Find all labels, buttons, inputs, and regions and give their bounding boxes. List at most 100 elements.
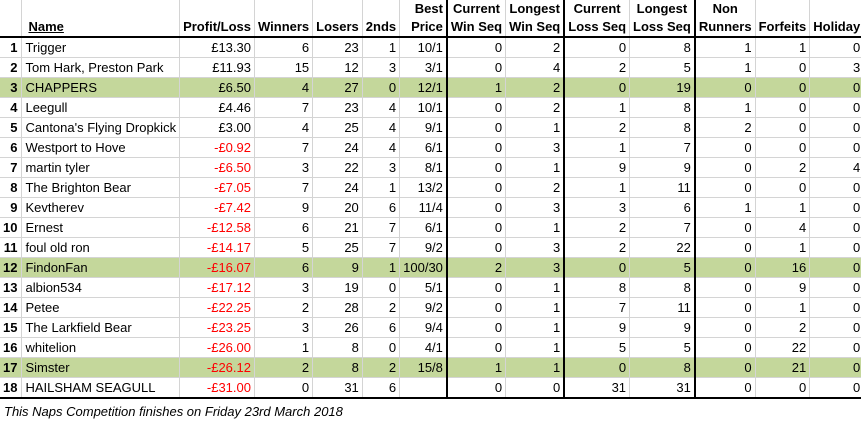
losers-cell: 20 xyxy=(312,197,363,218)
current-win-seq-cell: 1 xyxy=(445,357,507,378)
holiday-header: Holiday xyxy=(809,18,861,38)
best-price-cell: 9/4 xyxy=(399,317,448,338)
best-price-cell: 9/2 xyxy=(399,237,448,258)
seconds-cell: 0 xyxy=(362,77,401,98)
losers-cell: 8 xyxy=(312,357,363,378)
rank-cell: 5 xyxy=(0,117,23,138)
seconds-cell: 7 xyxy=(362,217,401,238)
rank-cell: 18 xyxy=(0,377,23,399)
best-price-cell: 12/1 xyxy=(399,77,448,98)
longest-loss-seq-cell: 8 xyxy=(629,277,696,298)
table-row: 13 albion534 -£17.12 3 19 0 5/1 0 1 8 8 0 9 0 xyxy=(0,277,861,298)
player-name-cell: The Brighton Bear xyxy=(21,177,181,198)
winners-cell: 6 xyxy=(254,257,314,278)
table-row: 7 martin tyler -£6.50 3 22 3 8/1 0 1 9 9 0 2 4 xyxy=(0,157,861,178)
holiday-cell: 0 xyxy=(809,37,861,58)
profit-loss-cell: -£0.92 xyxy=(179,137,255,158)
profit-loss-cell: £6.50 xyxy=(179,77,255,98)
rank-cell: 2 xyxy=(0,57,23,78)
current-loss-seq-cell: 31 xyxy=(564,377,631,399)
seconds-cell: 1 xyxy=(362,37,401,58)
current-win-seq-header-2: Win Seq xyxy=(445,18,507,38)
rank-cell: 3 xyxy=(0,77,23,98)
current-win-seq-cell: 0 xyxy=(445,317,507,338)
longest-loss-seq-cell: 11 xyxy=(629,177,696,198)
longest-loss-seq-cell: 5 xyxy=(629,57,696,78)
winners-cell: 2 xyxy=(254,357,314,378)
forfeits-cell: 2 xyxy=(755,317,811,338)
seconds-cell: 4 xyxy=(362,117,401,138)
forfeits-cell: 0 xyxy=(755,117,811,138)
non-runners-cell: 1 xyxy=(694,197,756,218)
holiday-cell: 3 xyxy=(809,57,861,78)
current-win-seq-cell: 0 xyxy=(445,177,507,198)
player-name-cell: Westport to Hove xyxy=(21,137,181,158)
profit-loss-cell: -£6.50 xyxy=(179,157,255,178)
longest-win-seq-cell: 1 xyxy=(505,157,566,178)
table-row: 14 Petee -£22.25 2 28 2 9/2 0 1 7 11 0 1 0 xyxy=(0,297,861,318)
current-win-seq-cell: 0 xyxy=(445,217,507,238)
table-row: 15 The Larkfield Bear -£23.25 3 26 6 9/4 0 1 9 9 0 2… xyxy=(0,317,861,338)
non-runners-header: Non xyxy=(694,0,756,18)
non-runners-header-2: Runners xyxy=(694,18,756,38)
losers-cell: 22 xyxy=(312,157,363,178)
seconds-cell: 3 xyxy=(362,57,401,78)
current-loss-seq-header-2: Loss Seq xyxy=(564,18,631,38)
losers-header: Losers xyxy=(312,18,363,38)
seconds-cell: 1 xyxy=(362,177,401,198)
winners-cell: 3 xyxy=(254,277,314,298)
rank-cell: 6 xyxy=(0,137,23,158)
table-row: 5 Cantona's Flying Dropkick £3.00 4 25 4 9/1 0 1… xyxy=(0,117,861,138)
seconds-cell: 4 xyxy=(362,137,401,158)
rank-cell: 8 xyxy=(0,177,23,198)
winners-cell: 9 xyxy=(254,197,314,218)
longest-win-seq-cell: 3 xyxy=(505,197,566,218)
rank-cell: 17 xyxy=(0,357,23,378)
seconds-cell: 6 xyxy=(362,377,401,399)
player-name-cell: Tom Hark, Preston Park xyxy=(21,57,181,78)
current-loss-seq-cell: 7 xyxy=(564,297,631,318)
longest-loss-seq-cell: 5 xyxy=(629,337,696,358)
player-name-cell: Petee xyxy=(21,297,181,318)
non-runners-cell: 0 xyxy=(694,157,756,178)
winners-cell: 6 xyxy=(254,37,314,58)
current-win-seq-cell: 0 xyxy=(445,277,507,298)
player-name-cell: Ernest xyxy=(21,217,181,238)
longest-win-seq-cell: 2 xyxy=(505,77,566,98)
winners-cell: 7 xyxy=(254,137,314,158)
best-price-cell: 6/1 xyxy=(399,137,448,158)
player-name-cell: Leegull xyxy=(21,97,181,118)
current-win-seq-cell: 0 xyxy=(445,197,507,218)
table-row: 9 Kevtherev -£7.42 9 20 6 11/4 0 3 3 6 1 1 0 xyxy=(0,197,861,218)
longest-loss-seq-cell: 22 xyxy=(629,237,696,258)
losers-cell: 24 xyxy=(312,137,363,158)
forfeits-cell: 0 xyxy=(755,77,811,98)
competition-footer-note: This Naps Competition finishes on Friday… xyxy=(4,404,343,419)
losers-cell: 26 xyxy=(312,317,363,338)
current-loss-seq-header: Current xyxy=(564,0,631,18)
longest-win-seq-cell: 1 xyxy=(505,277,566,298)
longest-loss-seq-cell: 9 xyxy=(629,157,696,178)
best-price-cell: 10/1 xyxy=(399,37,448,58)
rank-cell: 4 xyxy=(0,97,23,118)
holiday-cell: 0 xyxy=(809,257,861,278)
best-price-cell: 5/1 xyxy=(399,277,448,298)
current-loss-seq-cell: 2 xyxy=(564,117,631,138)
longest-loss-seq-cell: 31 xyxy=(629,377,696,399)
holiday-cell: 0 xyxy=(809,77,861,98)
profit-loss-cell: -£14.17 xyxy=(179,237,255,258)
current-loss-seq-cell: 9 xyxy=(564,317,631,338)
profit-loss-cell: -£16.07 xyxy=(179,257,255,278)
losers-cell: 31 xyxy=(312,377,363,399)
table-row: 10 Ernest -£12.58 6 21 7 6/1 0 1 2 7 0 4 0 xyxy=(0,217,861,238)
seconds-cell: 0 xyxy=(362,337,401,358)
table-row: 1 Trigger £13.30 6 23 1 10/1 0 2 0 8 1 1 0 xyxy=(0,37,861,58)
current-loss-seq-cell: 2 xyxy=(564,237,631,258)
seconds-cell: 6 xyxy=(362,317,401,338)
profit-loss-cell: £13.30 xyxy=(179,37,255,58)
profit-loss-cell: £4.46 xyxy=(179,97,255,118)
longest-loss-seq-cell: 8 xyxy=(629,37,696,58)
forfeits-cell: 21 xyxy=(755,357,811,378)
rank-cell: 12 xyxy=(0,257,23,278)
best-price-cell: 4/1 xyxy=(399,337,448,358)
